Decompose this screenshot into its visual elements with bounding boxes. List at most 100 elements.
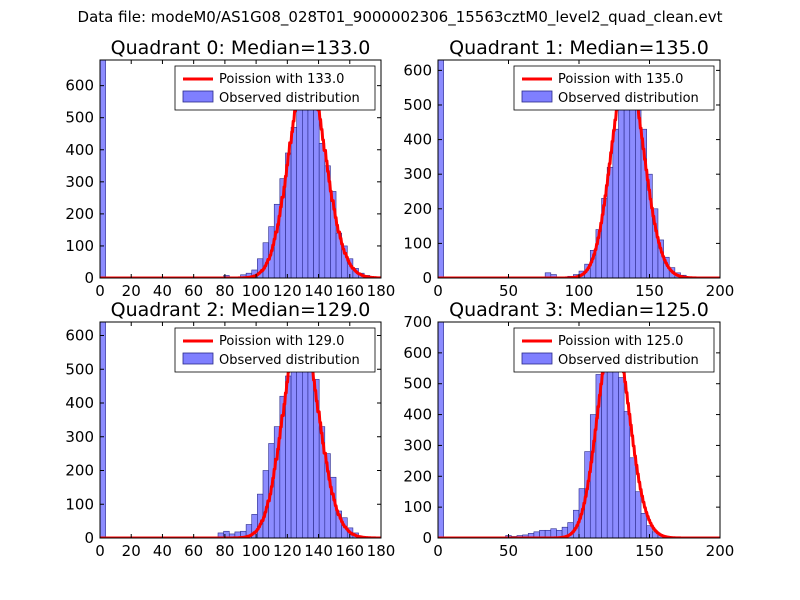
y-tick-label: 600: [65, 327, 94, 345]
quadrant-3-panel: 0 50 100 150 200 0 100 200 300 400 500 600 700 Quadra…: [403, 299, 734, 560]
x-tick-label: 20: [122, 542, 141, 560]
histogram-bar: [438, 322, 444, 538]
plot-content: [100, 60, 381, 278]
plot-content: [438, 322, 720, 538]
legend-bars-label: Observed distribution: [219, 353, 360, 368]
x-tick-label: 180: [367, 282, 396, 300]
x-tick-label: 150: [635, 282, 664, 300]
x-tick-label: 60: [184, 542, 203, 560]
x-tick-label: 0: [95, 542, 105, 560]
x-tick-label: 120: [273, 282, 302, 300]
y-tick-label: 0: [422, 269, 432, 287]
x-tick-label: 80: [215, 542, 234, 560]
histogram-bar: [290, 352, 297, 538]
x-tick-label: 120: [273, 542, 302, 560]
histogram-bar: [313, 91, 320, 278]
histogram-bar: [318, 143, 326, 278]
legend-box: [174, 327, 376, 373]
histogram-bar: [623, 411, 631, 538]
x-tick-label: 40: [153, 282, 172, 300]
x-tick-label: 140: [304, 542, 333, 560]
x-tick-label: 40: [153, 542, 172, 560]
y-tick-label: 600: [403, 61, 432, 79]
x-tick-label: 100: [565, 282, 594, 300]
y-tick-label: 200: [65, 462, 94, 480]
y-tick-label: 200: [403, 467, 432, 485]
y-tick-label: 400: [403, 406, 432, 424]
y-tick-label: 400: [65, 141, 94, 159]
histogram-bar: [618, 104, 625, 278]
y-tick-label: 400: [403, 131, 432, 149]
x-tick-label: 0: [433, 542, 443, 560]
histogram-bar: [640, 513, 647, 538]
quadrant-0-panel: 0 20 40 60 80 100 120 140 160 1800100200300400500…: [65, 37, 395, 300]
histogram-bar: [100, 60, 106, 278]
x-tick-label: 160: [335, 542, 364, 560]
histogram-bar: [635, 491, 642, 538]
quadrant-2-panel: 0 20 40 60 80 100 120 140 160 1800100200300400500…: [65, 299, 395, 560]
legend-bars-swatch: [521, 352, 553, 365]
subplot-title: Quadrant 0: Median=133.0: [111, 37, 371, 59]
y-tick-label: 500: [65, 109, 94, 127]
subplot-title: Quadrant 2: Median=129.0: [111, 299, 371, 321]
histogram-bar: [257, 493, 264, 538]
x-tick-label: 60: [184, 282, 203, 300]
x-tick-label: 80: [215, 282, 234, 300]
y-tick-label: 500: [403, 96, 432, 114]
legend-curve-label: Poission with 135.0: [558, 72, 683, 87]
y-tick-label: 400: [65, 394, 94, 412]
histogram-bar: [438, 60, 444, 278]
x-tick-label: 50: [499, 542, 518, 560]
x-tick-label: 20: [122, 282, 141, 300]
figure-suptitle: Data file: modeM0/AS1G08_028T01_90000023…: [77, 8, 723, 26]
legend-curve-label: Poission with 129.0: [219, 334, 344, 349]
x-tick-label: 200: [706, 542, 735, 560]
y-tick-label: 100: [403, 234, 432, 252]
legend-bars-swatch: [182, 352, 214, 365]
x-tick-label: 180: [367, 542, 396, 560]
y-tick-label: 700: [403, 313, 432, 331]
histogram-bar: [100, 322, 106, 538]
legend-box: [513, 327, 715, 373]
x-tick-label: 200: [706, 282, 735, 300]
x-tick-label: 140: [304, 282, 333, 300]
y-tick-label: 300: [65, 428, 94, 446]
y-tick-label: 100: [65, 495, 94, 513]
histogram-bar: [618, 377, 625, 538]
legend-bars-label: Observed distribution: [558, 91, 699, 106]
y-tick-label: 300: [403, 165, 432, 183]
x-tick-label: 100: [242, 282, 271, 300]
axes-frame: [99, 59, 382, 279]
legend-bars-swatch: [182, 90, 214, 103]
histogram-bar: [612, 128, 619, 278]
histogram-bar: [290, 127, 297, 278]
y-tick-label: 200: [403, 200, 432, 218]
x-tick-label: 0: [433, 282, 443, 300]
subplot-title: Quadrant 3: Median=125.0: [449, 299, 709, 321]
x-tick-label: 150: [635, 542, 664, 560]
subplot-title: Quadrant 1: Median=135.0: [449, 37, 709, 59]
y-tick-label: 600: [403, 344, 432, 362]
y-tick-label: 0: [84, 269, 94, 287]
y-tick-label: 0: [422, 529, 432, 547]
histogram-bar: [623, 83, 631, 278]
x-tick-label: 0: [95, 282, 105, 300]
y-tick-label: 300: [65, 173, 94, 191]
y-tick-label: 500: [403, 375, 432, 393]
histogram-bar: [296, 104, 303, 278]
legend-curve-label: Poission with 125.0: [558, 334, 683, 349]
histogram-bar: [629, 457, 636, 538]
x-tick-label: 160: [335, 282, 364, 300]
legend-box: [513, 65, 715, 111]
legend-curve-label: Poission with 133.0: [219, 72, 344, 87]
axes-frame: [99, 321, 382, 539]
quadrant-1-panel: 0 50 100 150 200 0 100 200 300 400 500 600 Quadrant …: [403, 37, 734, 300]
legend-bars-label: Observed distribution: [558, 353, 699, 368]
x-tick-label: 100: [242, 542, 271, 560]
y-tick-label: 500: [65, 360, 94, 378]
y-tick-label: 200: [65, 205, 94, 223]
x-tick-label: 100: [565, 542, 594, 560]
x-tick-label: 50: [499, 282, 518, 300]
legend-bars-swatch: [521, 90, 553, 103]
